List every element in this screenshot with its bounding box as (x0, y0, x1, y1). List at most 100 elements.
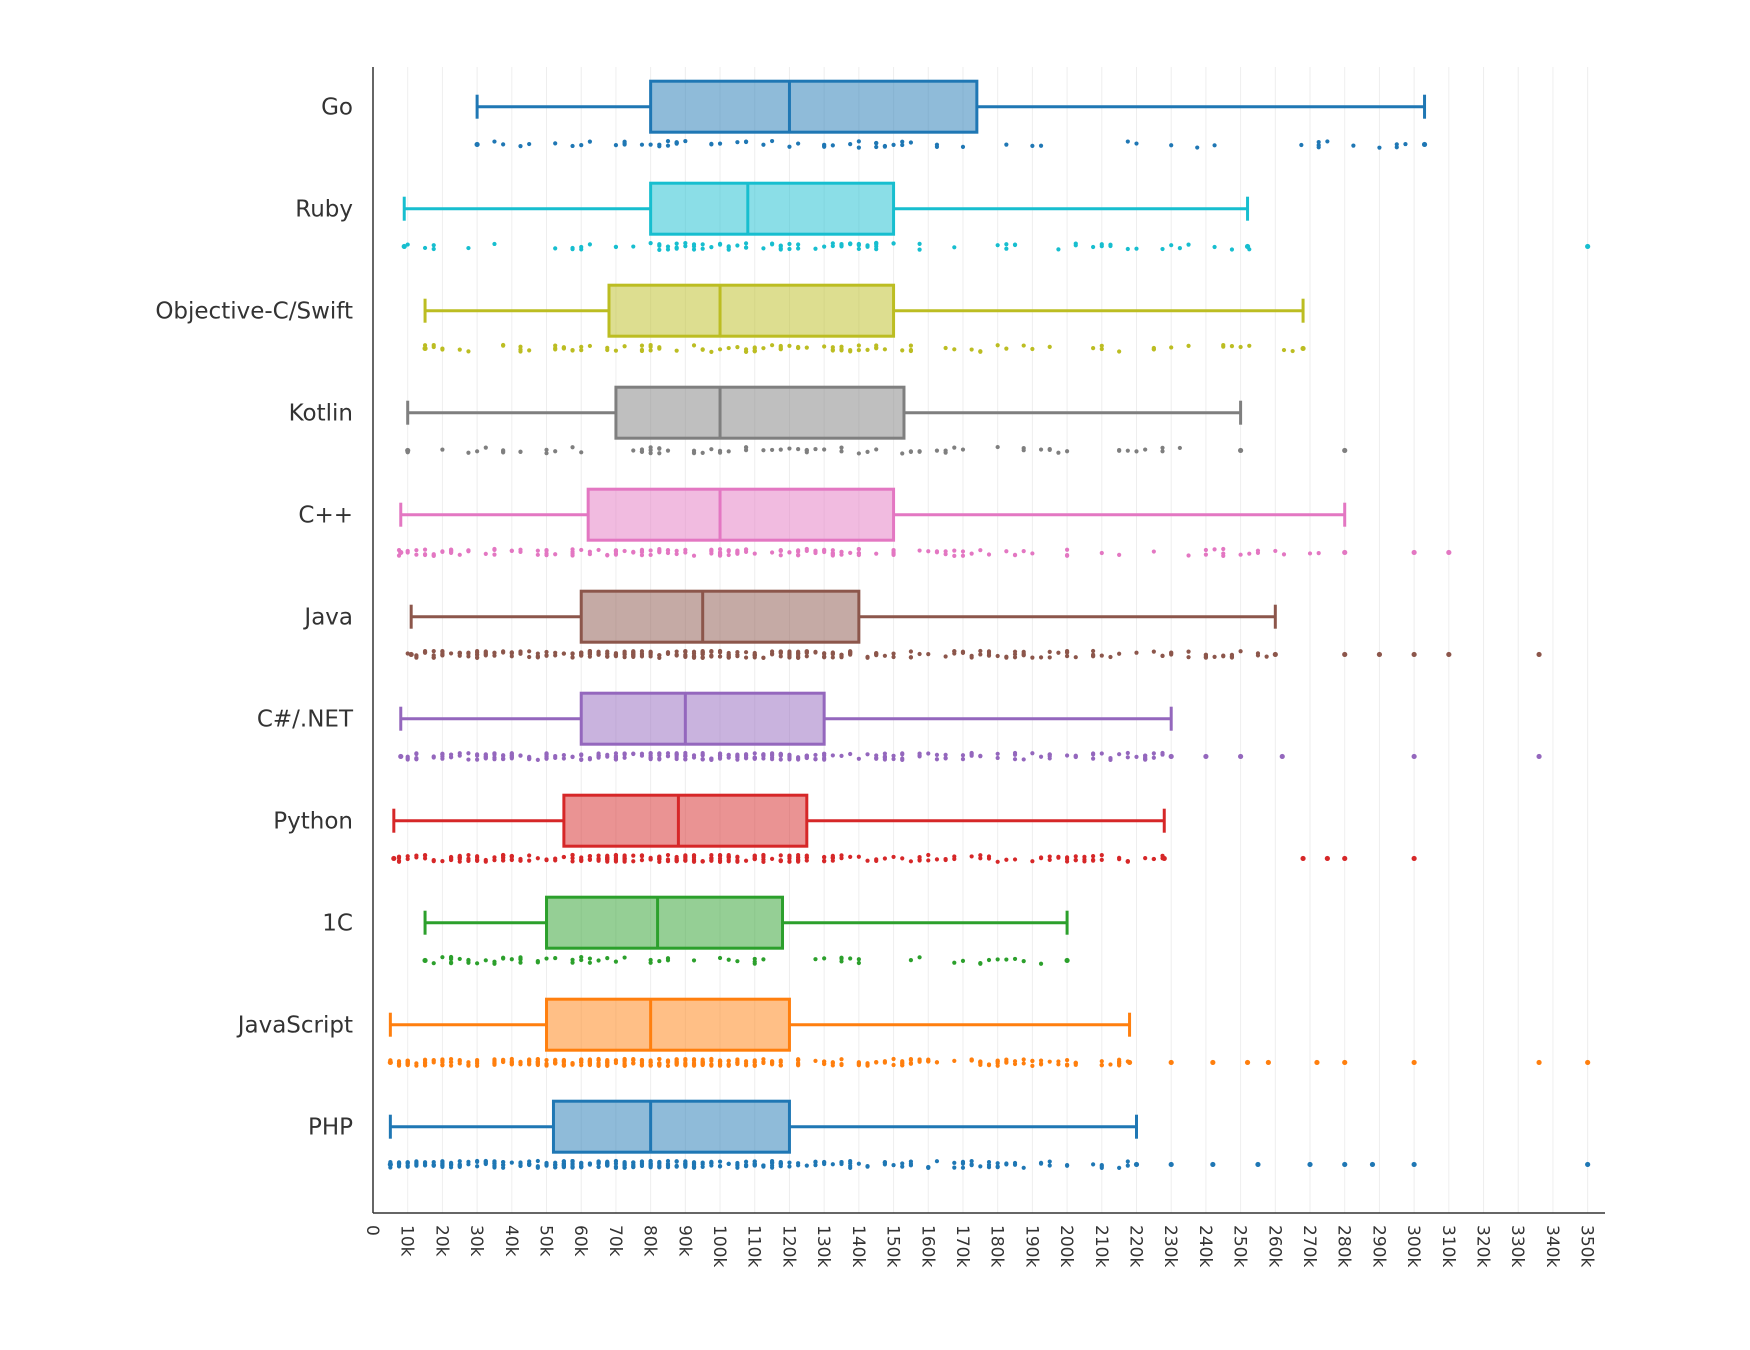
sample-point (891, 854, 896, 860)
sample-point (848, 649, 853, 654)
sample-point (639, 449, 645, 454)
sample-point (431, 649, 436, 654)
sample-point (735, 548, 740, 553)
outlier-point (1446, 549, 1452, 556)
sample-point (691, 343, 697, 348)
sample-point (457, 751, 462, 756)
sample-point (492, 858, 497, 863)
box-trace (422, 895, 1070, 966)
sample-point (492, 757, 497, 762)
sample-point (934, 1060, 940, 1065)
sample-point (1030, 655, 1035, 660)
sample-point (1221, 553, 1226, 559)
sample-point (605, 856, 610, 862)
sample-point (1134, 449, 1139, 454)
sample-point (1099, 343, 1104, 348)
sample-point (448, 1165, 454, 1170)
sample-point (501, 342, 506, 348)
sample-point (466, 548, 471, 553)
x-tick-label: 250k (1230, 1225, 1250, 1267)
sample-point (396, 1059, 402, 1064)
sample-point (1177, 246, 1182, 251)
sample-point (639, 552, 645, 558)
sample-point (544, 857, 549, 862)
sample-point (908, 140, 914, 145)
sample-point (605, 1063, 610, 1068)
sample-point (622, 854, 627, 860)
sample-point (874, 343, 879, 348)
sample-point (917, 651, 922, 657)
sample-point (1099, 1059, 1104, 1064)
sample-point (787, 859, 792, 864)
sample-point (900, 1161, 905, 1166)
sample-point (778, 649, 783, 655)
sample-point (1021, 651, 1026, 656)
sample-point (657, 247, 662, 252)
outlier-point (1244, 1059, 1251, 1066)
sample-point (891, 241, 896, 246)
sample-point (1038, 855, 1044, 860)
sample-point (926, 652, 931, 657)
x-tick-label: 310k (1438, 1225, 1458, 1267)
sample-point (535, 1056, 540, 1062)
x-tick-label: 220k (1125, 1225, 1145, 1267)
x-tick-label: 350k (1577, 1225, 1597, 1267)
sample-point (544, 1160, 549, 1166)
sample-point (518, 955, 523, 960)
sample-point (544, 1063, 549, 1068)
sample-point (1169, 143, 1174, 148)
sample-point (778, 244, 783, 249)
sample-point (796, 446, 801, 452)
sample-point (995, 1165, 1000, 1170)
sample-point (422, 853, 428, 858)
sample-point (769, 550, 775, 555)
sample-point (709, 447, 714, 452)
sample-point (917, 548, 922, 553)
sample-point (448, 960, 454, 965)
sample-point (1038, 447, 1044, 452)
outlier-point (405, 447, 411, 454)
sample-point (665, 859, 671, 864)
sample-point (1212, 143, 1217, 148)
sample-point (631, 652, 636, 657)
sample-point (848, 854, 853, 859)
sample-point (804, 1163, 809, 1168)
sample-point (457, 1159, 462, 1164)
sample-point (431, 1163, 436, 1168)
x-tick-label: 340k (1542, 1225, 1562, 1267)
sample-point (622, 1063, 627, 1068)
sample-point (1064, 449, 1070, 454)
sample-point (1004, 1060, 1009, 1065)
sample-point (483, 958, 488, 963)
sample-point (943, 654, 948, 659)
sample-point (466, 958, 471, 963)
sample-point (943, 345, 948, 351)
sample-point (466, 1159, 471, 1164)
sample-point (839, 753, 844, 758)
sample-point (648, 751, 653, 756)
x-tick-label: 130k (813, 1225, 833, 1267)
sample-point (605, 752, 610, 758)
sample-point (700, 650, 705, 655)
sample-point (561, 346, 566, 351)
sample-point (908, 1161, 914, 1166)
sample-point (1238, 344, 1243, 350)
sample-point (839, 1061, 844, 1067)
sample-point (874, 756, 879, 761)
sample-point (405, 1163, 410, 1168)
sample-point (978, 652, 983, 657)
sample-point (952, 1058, 957, 1063)
x-tick-label: 20k (431, 1225, 451, 1257)
sample-points (401, 240, 1591, 252)
sample-point (761, 756, 766, 761)
sample-point (796, 345, 801, 350)
sample-point (752, 959, 757, 964)
sample-point (726, 1062, 731, 1067)
sample-point (1004, 957, 1009, 962)
sample-point (492, 751, 497, 756)
sample-point (613, 348, 619, 353)
sample-point (665, 650, 671, 655)
sample-point (440, 955, 445, 960)
sample-point (700, 655, 705, 660)
sample-point (717, 1163, 723, 1169)
